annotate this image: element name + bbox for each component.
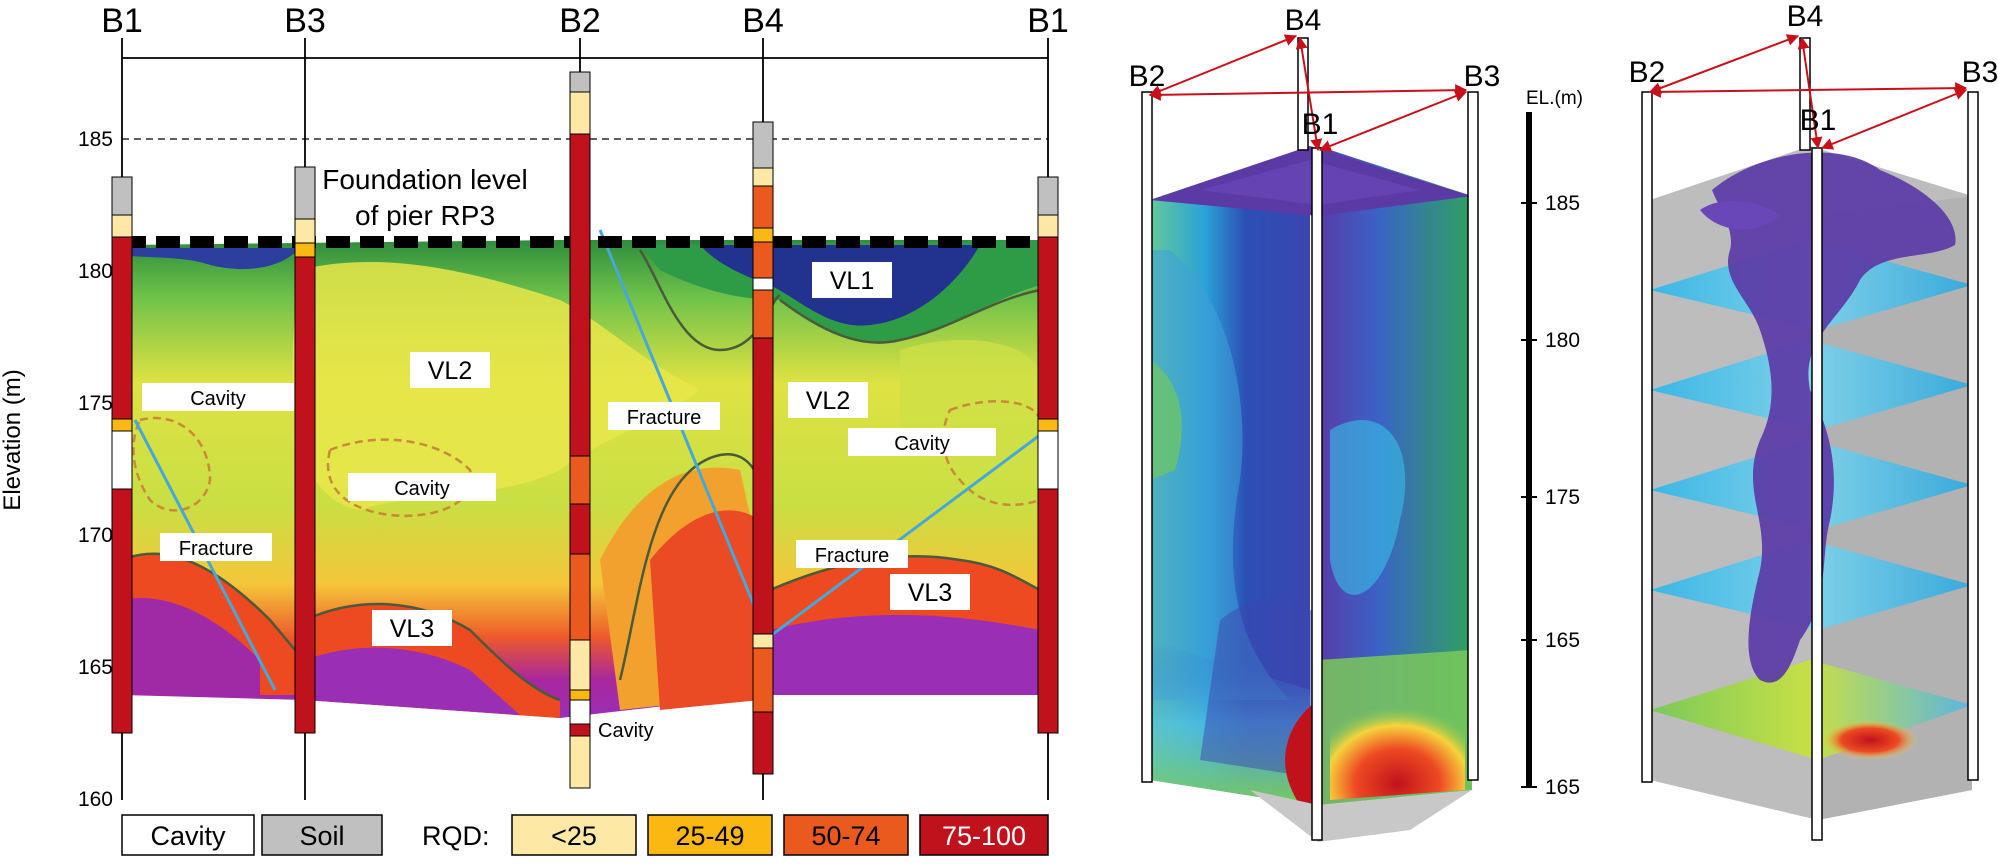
y-tick-175: 175 <box>78 392 113 415</box>
block-borehole-b3 <box>1467 91 1479 781</box>
legend-soil-swatch <box>261 814 383 856</box>
legend-rqd-swatch-2 <box>783 814 909 856</box>
cavity-label-3: Cavity <box>894 433 950 455</box>
iso-label-b1: B1 <box>1800 104 1837 137</box>
borehole-label-b3: B3 <box>284 2 326 40</box>
el-scale-label: EL.(m) <box>1526 88 1583 109</box>
zone-label-vl3-a: VL3 <box>390 615 434 643</box>
block-label-b3: B3 <box>1464 60 1501 93</box>
el-tick-185: 185 <box>1545 192 1580 215</box>
vl2-label-box-b <box>788 382 868 418</box>
block-arrows <box>1148 34 1468 152</box>
el-tick-175: 175 <box>1545 486 1580 509</box>
y-tick-160: 160 <box>78 788 113 811</box>
iso-borehole-b2 <box>1641 91 1653 783</box>
borehole-b2 <box>569 71 591 789</box>
y-tick-170: 170 <box>78 524 113 547</box>
iso-borehole-b3 <box>1967 91 1979 781</box>
fracture-label-box-2 <box>608 402 720 430</box>
block-label-b2: B2 <box>1129 60 1166 93</box>
legend: Cavity Soil RQD: <25 25-49 50-74 75-100 <box>121 814 1049 856</box>
legend-rqd-swatch-0 <box>511 814 637 856</box>
vl3-label-box-b <box>890 574 970 610</box>
borehole-b3 <box>294 166 316 734</box>
y-axis-label: Elevation (m) <box>0 369 26 510</box>
legend-rqd-label-1: 25-49 <box>675 821 744 851</box>
iso-violet-blob <box>1712 152 1956 683</box>
zone-label-vl3-b: VL3 <box>908 579 952 607</box>
iso-label-b3: B3 <box>1962 56 1998 89</box>
legend-rqd-label-2: 50-74 <box>811 821 880 851</box>
cavity-label-4: Cavity <box>598 720 654 742</box>
el-tick-165b: 165 <box>1545 776 1580 799</box>
cavity-label-1: Cavity <box>190 388 246 410</box>
foundation-label-line2: of pier RP3 <box>355 200 495 231</box>
cavity-label-box-3 <box>848 428 996 456</box>
isosurface-3d-panel: B2 B4 B3 B1 <box>1629 0 1998 841</box>
legend-rqd-swatch-3 <box>919 814 1049 856</box>
el-tick-180: 180 <box>1545 329 1580 352</box>
block-label-b4: B4 <box>1285 4 1322 37</box>
fracture-label-2: Fracture <box>627 407 701 429</box>
vl3-label-box-a <box>372 610 452 646</box>
zone-label-vl1: VL1 <box>830 267 874 295</box>
cavity-label-2: Cavity <box>394 478 450 500</box>
fracture-label-3: Fracture <box>815 545 889 567</box>
borehole-b1-left <box>111 176 133 734</box>
borehole-label-b2: B2 <box>559 2 601 40</box>
block-3d-panel: B2 B4 B3 B1 EL.(m) 185 180 175 165 165 <box>1129 4 1583 842</box>
el-tick-165a: 165 <box>1545 629 1580 652</box>
borehole-label-b4: B4 <box>742 2 784 40</box>
legend-rqd-label-0: <25 <box>551 821 597 851</box>
cavity-label-box-2 <box>348 473 496 501</box>
cavity-label-box-1 <box>142 383 294 411</box>
borehole-b4 <box>752 121 774 775</box>
fracture-label-box-3 <box>796 540 908 568</box>
legend-soil-label: Soil <box>299 821 344 851</box>
legend-rqd-swatch-1 <box>647 814 773 856</box>
fracture-label-box-1 <box>160 533 272 561</box>
vl2-label-box-a <box>410 352 490 388</box>
legend-cavity-swatch <box>121 814 255 856</box>
foundation-label-line1: Foundation level <box>322 164 527 195</box>
fracture-label-1: Fracture <box>179 538 253 560</box>
iso-borehole-b1 <box>1811 147 1823 841</box>
block-borehole-b1 <box>1311 147 1323 841</box>
y-tick-185: 185 <box>78 128 113 151</box>
vl1-label-box <box>812 262 892 298</box>
zone-label-vl2-b: VL2 <box>806 387 850 415</box>
block-label-b1: B1 <box>1302 108 1339 141</box>
block-borehole-b2 <box>1141 91 1153 783</box>
legend-cavity-label: Cavity <box>150 821 226 851</box>
borehole-label-b1-left: B1 <box>101 2 143 40</box>
iso-label-b4: B4 <box>1787 0 1824 33</box>
legend-rqd-prefix: RQD: <box>422 821 490 851</box>
borehole-label-b1-right: B1 <box>1027 2 1069 40</box>
y-tick-165: 165 <box>78 656 113 679</box>
zone-label-vl2-a: VL2 <box>428 357 472 385</box>
iso-arrows <box>1648 34 1968 150</box>
cross-section-panel: 185 180 175 170 165 160 Elevation (m) B1… <box>0 2 1069 856</box>
legend-rqd-label-3: 75-100 <box>942 821 1026 851</box>
iso-label-b2: B2 <box>1629 56 1666 89</box>
borehole-b1-right <box>1037 176 1059 734</box>
y-tick-180: 180 <box>78 260 113 283</box>
